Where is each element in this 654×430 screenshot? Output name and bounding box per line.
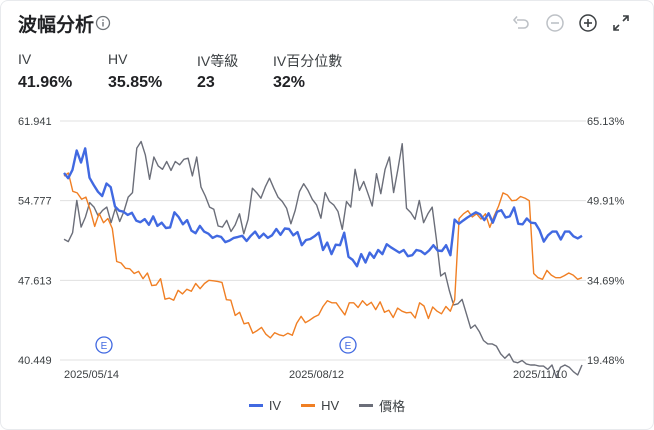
- legend-item-iv[interactable]: IV: [248, 396, 282, 415]
- x-axis-ticks: 2025/05/14 2025/08/12 2025/11/10: [64, 369, 567, 381]
- left-axis-tick: 40.449: [18, 355, 52, 367]
- stat-iv-label: IV: [18, 51, 32, 67]
- zoom-in-icon[interactable]: [577, 12, 599, 34]
- left-axis-tick: 61.941: [18, 116, 52, 128]
- earnings-marker-circle: [95, 336, 113, 354]
- stat-iv-rank-value: 23: [197, 74, 215, 91]
- earnings-marker[interactable]: E: [339, 336, 357, 354]
- legend-swatch-hv: [301, 404, 316, 407]
- earnings-marker-label: E: [345, 341, 352, 352]
- stat-iv-value: 41.96%: [18, 74, 73, 91]
- series-price-line: [63, 140, 583, 378]
- series-hv-line: [63, 172, 583, 339]
- x-axis-tick: 2025/08/12: [289, 369, 344, 381]
- right-axis-tick: 49.91%: [587, 196, 625, 208]
- fullscreen-icon[interactable]: [610, 12, 632, 34]
- earnings-marker-label: E: [101, 341, 108, 352]
- legend-item-price[interactable]: 價格: [359, 396, 405, 415]
- left-axis-ticks: 61.941 54.777 47.613 40.449: [18, 116, 52, 367]
- series-iv-line: [63, 147, 583, 268]
- legend-swatch-price: [359, 404, 374, 407]
- legend-item-hv[interactable]: HV: [301, 396, 339, 415]
- stat-hv-value: 35.85%: [108, 74, 163, 91]
- stat-hv-label: HV: [108, 51, 128, 67]
- earnings-marker[interactable]: E: [95, 336, 113, 354]
- right-axis-ticks: 65.13% 49.91% 34.69% 19.48%: [587, 116, 625, 367]
- right-axis-tick: 65.13%: [587, 116, 625, 128]
- stat-iv-rank-label: IV等級: [197, 53, 239, 69]
- x-axis-tick: 2025/11/10: [513, 369, 567, 381]
- volatility-chart[interactable]: 61.941 54.777 47.613 40.449 65.13% 49.91% 34.…: [0, 108, 654, 393]
- earnings-marker-circle: [339, 336, 357, 354]
- zoom-out-icon[interactable]: [544, 12, 566, 34]
- legend-label-hv: HV: [321, 398, 340, 413]
- undo-icon[interactable]: [510, 12, 532, 34]
- stat-iv-percentile-value: 32%: [273, 74, 306, 91]
- left-axis-tick: 54.777: [18, 196, 52, 208]
- card-title: 波幅分析: [18, 14, 95, 36]
- chart-legend: IV HV 價格: [0, 396, 654, 415]
- left-axis-tick: 47.613: [18, 275, 52, 287]
- legend-label-iv: IV: [268, 398, 282, 413]
- info-icon[interactable]: [95, 15, 111, 31]
- legend-label-price: 價格: [379, 399, 406, 414]
- x-axis-tick: 2025/05/14: [64, 369, 119, 381]
- stat-iv-percentile-label: IV百分位數: [273, 53, 343, 69]
- chart-grid: [60, 120, 586, 361]
- right-axis-tick: 19.48%: [587, 355, 625, 367]
- legend-swatch-iv: [248, 404, 263, 407]
- right-axis-tick: 34.69%: [587, 275, 625, 287]
- chart-series: [63, 140, 583, 378]
